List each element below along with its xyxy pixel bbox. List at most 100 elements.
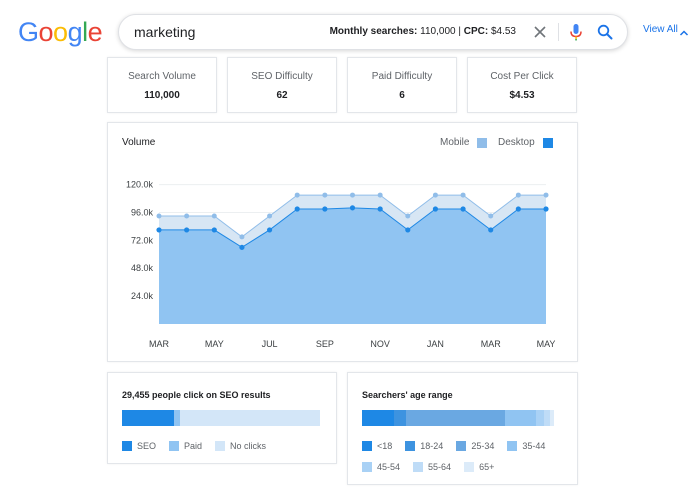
bar-segment: [544, 410, 551, 426]
age-legend-row: 45-54 55-64 65+: [362, 462, 507, 472]
divider: [558, 23, 559, 41]
bar-segment: [174, 410, 181, 426]
mobile-point: [184, 213, 190, 219]
desktop-point: [184, 227, 190, 233]
chevron-up-icon: [679, 30, 689, 36]
stat-value: 6: [399, 90, 405, 101]
desktop-point: [460, 206, 466, 212]
stat-value: 110,000: [144, 90, 180, 101]
legend-label: <18: [377, 441, 393, 451]
logo-letter: o: [53, 17, 68, 47]
mobile-point: [322, 192, 328, 198]
legend-swatch: [456, 441, 467, 451]
stat-card-seo-difficulty: SEO Difficulty 62: [227, 57, 337, 113]
legend-item: 55-64: [413, 462, 451, 472]
card-title: 29,455 people click on SEO results: [122, 390, 271, 400]
legend-label: No clicks: [230, 441, 267, 451]
desktop-point: [211, 227, 217, 233]
x-tick-label: MAR: [149, 339, 170, 349]
collapse-button[interactable]: [679, 25, 689, 43]
legend-item: 18-24: [405, 441, 443, 451]
desktop-point: [349, 205, 356, 211]
desktop-point: [322, 206, 328, 212]
close-icon: [534, 26, 546, 38]
bar-segment: [504, 410, 537, 426]
desktop-area: [159, 207, 546, 324]
age-legend-row: <18 18-24 25-34 35-44: [362, 441, 558, 451]
legend-swatch: [215, 441, 226, 451]
mobile-point: [211, 213, 217, 219]
desktop-point: [405, 227, 411, 233]
legend-label: 65+: [479, 462, 495, 472]
search-icon: [597, 24, 613, 40]
legend-item: 35-44: [507, 441, 545, 451]
cpc-value: $4.53: [490, 26, 516, 37]
legend-label: 25-34: [471, 441, 495, 451]
legend-label: Desktop: [498, 137, 535, 148]
seo-legend: SEO Paid No clicks: [122, 441, 279, 451]
legend-item: 45-54: [362, 462, 400, 472]
legend-swatch: [362, 441, 372, 451]
search-input[interactable]: marketing: [134, 24, 196, 40]
bar-segment: [393, 410, 406, 426]
microphone-icon: [570, 24, 582, 41]
legend-item: 25-34: [456, 441, 494, 451]
y-tick-label: 48.0k: [131, 263, 154, 273]
x-tick-label: MAY: [537, 339, 556, 349]
desktop-point: [156, 227, 162, 233]
legend-label: Paid: [184, 441, 203, 451]
legend-label: 45-54: [377, 462, 401, 472]
stat-label: Cost Per Click: [490, 71, 554, 82]
y-tick-label: 72.0k: [131, 235, 154, 245]
chart-title: Volume: [122, 137, 156, 148]
desktop-point: [432, 206, 439, 212]
mobile-point: [377, 192, 383, 198]
stat-value: 62: [276, 90, 288, 101]
x-tick-label: SEP: [316, 339, 334, 349]
desktop-point: [294, 206, 300, 212]
legend-item: 65+: [464, 462, 494, 472]
logo-letter: l: [82, 17, 88, 47]
search-button[interactable]: [594, 21, 616, 43]
mobile-point: [267, 213, 273, 219]
x-tick-label: MAR: [481, 339, 502, 349]
bar-segment: [550, 410, 555, 426]
clear-button[interactable]: [529, 21, 551, 43]
legend-label: Mobile: [440, 137, 470, 148]
legend-mobile: Mobile: [440, 137, 488, 148]
view-all-link[interactable]: View All: [643, 24, 678, 35]
x-tick-label: NOV: [370, 339, 390, 349]
desktop-point: [515, 206, 521, 212]
bar-segment: [536, 410, 545, 426]
bar-segment: [405, 410, 505, 426]
stat-label: Search Volume: [128, 71, 196, 82]
legend-swatch: [362, 462, 372, 472]
desktop-point: [488, 227, 494, 233]
y-tick-label: 96.0k: [131, 207, 154, 217]
x-tick-label: JAN: [427, 339, 444, 349]
metric-separator: |: [458, 26, 461, 37]
bar-segment: [180, 410, 320, 426]
mobile-point: [405, 213, 411, 219]
legend-swatch: [542, 137, 553, 148]
desktop-point: [239, 244, 245, 250]
stat-label: SEO Difficulty: [251, 71, 313, 82]
search-box[interactable]: marketing Monthly searches: 110,000 | CP…: [118, 14, 628, 50]
mobile-point: [294, 192, 300, 198]
google-logo[interactable]: Google: [18, 15, 103, 49]
age-range-bar: [362, 410, 560, 426]
monthly-searches-value: 110,000: [420, 26, 456, 37]
desktop-point: [377, 206, 383, 212]
bar-segment: [122, 410, 175, 426]
volume-area-chart: 24.0k 48.0k 72.0k 96.0k 120.0k MAR MAY JUL SEP NO…: [126, 180, 556, 349]
voice-search-button[interactable]: [565, 21, 587, 43]
y-tick-label: 120.0k: [126, 180, 154, 190]
mobile-area: [159, 195, 546, 248]
desktop-point: [543, 206, 549, 212]
legend-label: 35-44: [522, 441, 546, 451]
legend-desktop: Desktop: [498, 137, 553, 148]
legend-item: <18: [362, 441, 392, 451]
desktop-point: [266, 227, 273, 233]
monthly-searches-label: Monthly searches:: [329, 26, 418, 37]
legend-swatch: [477, 137, 488, 148]
